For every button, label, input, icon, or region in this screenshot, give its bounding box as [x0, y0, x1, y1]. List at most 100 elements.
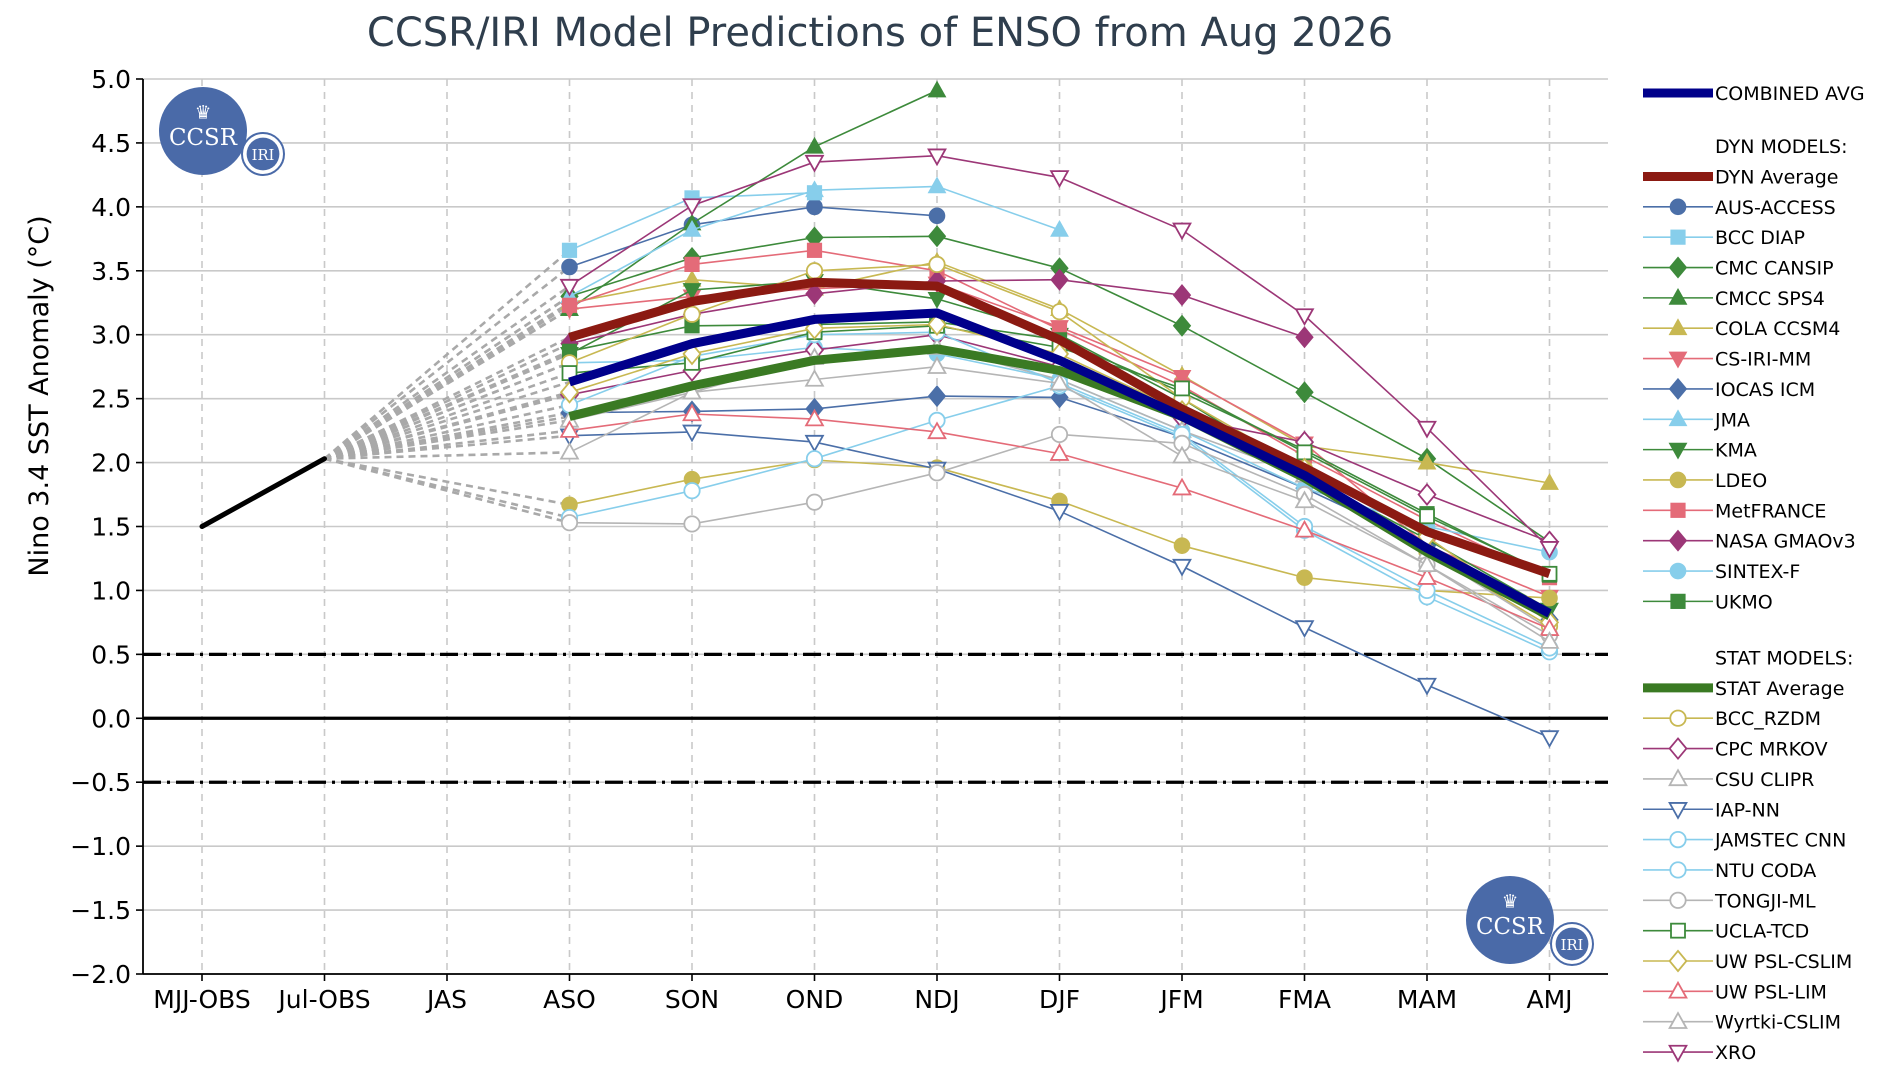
legend-label-uw-psl-lim: UW PSL-LIM: [1715, 981, 1827, 1003]
point-bcc-diap: [561, 242, 578, 258]
point-ntu-coda: [1418, 581, 1436, 600]
point-wyrtki-cslim: [804, 368, 825, 387]
point-tongji-ml: [560, 514, 579, 532]
point-nasa-gmaov3: [1295, 326, 1314, 349]
point-uw-psl-lim: [682, 403, 702, 422]
point-uw-psl-cslim: [559, 380, 580, 404]
legend-marker-iocas-icm: [1668, 377, 1688, 400]
legend-marker-iap-nn: [1668, 802, 1688, 820]
point-cola-ccsm4: [1417, 452, 1437, 470]
legend-marker-csu-clipr: [1668, 768, 1688, 787]
y-tick-label: −0.5: [70, 768, 131, 797]
y-tick-label: 2.0: [91, 449, 131, 478]
x-tick-label: MJJ-OBS: [153, 985, 250, 1014]
point-cmc-cansip: [1295, 381, 1314, 404]
point-uw-psl-lim: [1172, 477, 1192, 496]
point-bcc-rzdm: [1050, 303, 1069, 321]
point-wyrtki-cslim: [927, 356, 947, 374]
logo-text: CCSR: [169, 125, 238, 151]
legend-label-wyrtki-cslim: Wyrtki-CSLIM: [1715, 1012, 1841, 1034]
point-wyrtki-cslim: [1294, 490, 1315, 509]
legend-marker-ldeo: [1669, 471, 1687, 489]
legend-label-dyn-average: DYN Average: [1715, 166, 1838, 188]
legend-label-ucla-tcd: UCLA-TCD: [1715, 921, 1809, 943]
x-tick-label: FMA: [1278, 985, 1331, 1014]
legend-marker-nasa-gmaov3: [1668, 529, 1688, 552]
forecast-connectors: [323, 249, 571, 524]
legend-label-nasa-gmaov3: NASA GMAOv3: [1715, 531, 1856, 553]
point-xro: [804, 154, 825, 173]
y-tick-label: 5.0: [91, 65, 131, 94]
legend-marker-bcc-rzdm: [1669, 709, 1687, 727]
legend-label-bcc-diap: BCC DIAP: [1715, 227, 1805, 249]
legend-label-combined-avg: COMBINED AVG: [1715, 83, 1865, 105]
point-iap-nn: [1539, 730, 1560, 748]
point-aus-access: [806, 198, 823, 216]
y-tick-label: 2.5: [91, 385, 131, 414]
logo-text: CCSR: [1476, 914, 1545, 940]
legend-label-cmc-cansip: CMC CANSIP: [1715, 258, 1834, 280]
logo-disc: [1466, 876, 1554, 964]
legend-marker-cs-iri-mm: [1668, 351, 1688, 369]
point-jamstec-cnn: [683, 482, 701, 500]
legend-stat-header: STAT MODELS:: [1715, 648, 1853, 670]
average-series: [199, 277, 1552, 620]
legend-marker-aus-access: [1669, 198, 1687, 216]
point-bcc-rzdm: [805, 262, 824, 280]
iri-disc: [246, 137, 280, 171]
reference-lines: [143, 652, 1608, 784]
iri-text: IRI: [252, 147, 275, 164]
legend-marker-cpc-mrkov: [1668, 737, 1688, 761]
chart-title: CCSR/IRI Model Predictions of ENSO from …: [367, 10, 1393, 56]
connector-ucla-tcd: [324, 371, 570, 460]
point-uw-psl-lim: [1294, 519, 1315, 538]
point-jma: [805, 180, 824, 198]
legend-label-iap-nn: IAP-NN: [1715, 799, 1780, 821]
legend-marker-ukmo: [1670, 593, 1686, 609]
point-cmc-cansip: [927, 225, 947, 248]
x-tick-label: DJF: [1039, 985, 1080, 1014]
point-xro: [1049, 170, 1070, 188]
connector-uw-psl-lim: [324, 429, 570, 461]
point-wyrtki-cslim: [1417, 554, 1437, 573]
legend-label-cs-iri-mm: CS-IRI-MM: [1715, 349, 1811, 371]
legend-marker-uw-psl-lim: [1668, 980, 1688, 999]
point-aus-access: [928, 207, 946, 225]
y-axis-label: Nino 3.4 SST Anomaly (°C): [24, 215, 55, 576]
crown-icon: ♛: [195, 103, 212, 124]
y-tick-label: 0.5: [91, 640, 131, 669]
legend-marker-cola-ccsm4: [1668, 318, 1688, 336]
point-xro: [927, 148, 947, 167]
point-jma: [1050, 219, 1069, 237]
legend: COMBINED AVG DYN MODELS: DYN Average AUS-AC…: [1643, 83, 1865, 1064]
legend-marker-cmc-cansip: [1668, 256, 1688, 279]
legend-label-aus-access: AUS-ACCESS: [1715, 197, 1836, 219]
legend-marker-jamstec-cnn: [1669, 831, 1687, 849]
point-uw-psl-lim: [804, 408, 825, 427]
x-tick-label: JAS: [425, 985, 467, 1014]
legend-label-uw-psl-cslim: UW PSL-CSLIM: [1715, 951, 1852, 973]
point-ldeo: [1296, 569, 1313, 586]
connector-ldeo: [324, 457, 570, 507]
legend-label-ukmo: UKMO: [1715, 591, 1773, 613]
series-wyrtki-cslim: [559, 356, 1560, 649]
axes: 5.0 4.5 4.0 3.5 3.0 2.5 2.0 1.5 1.0 0.5 0.0 −0.5 −1.…: [70, 65, 1608, 1014]
point-nasa-gmaov3: [1172, 284, 1192, 307]
point-xro: [682, 198, 702, 217]
connector-dyn-average: [323, 336, 571, 460]
connector-tongji-ml: [324, 457, 570, 524]
y-tick-label: 1.5: [91, 513, 131, 542]
point-xro: [1172, 222, 1192, 241]
crown-icon: ♛: [1502, 892, 1519, 913]
connector-stat-average: [324, 415, 570, 461]
legend-label-ldeo: LDEO: [1715, 470, 1767, 492]
point-uw-psl-lim: [1417, 567, 1437, 585]
legend-label-cmcc-sps4: CMCC SPS4: [1715, 288, 1825, 310]
legend-label-bcc-rzdm: BCC_RZDM: [1715, 708, 1821, 730]
x-tick-label: MAM: [1397, 985, 1457, 1014]
legend-label-csu-clipr: CSU CLIPR: [1715, 769, 1814, 791]
point-xro: [559, 278, 580, 297]
